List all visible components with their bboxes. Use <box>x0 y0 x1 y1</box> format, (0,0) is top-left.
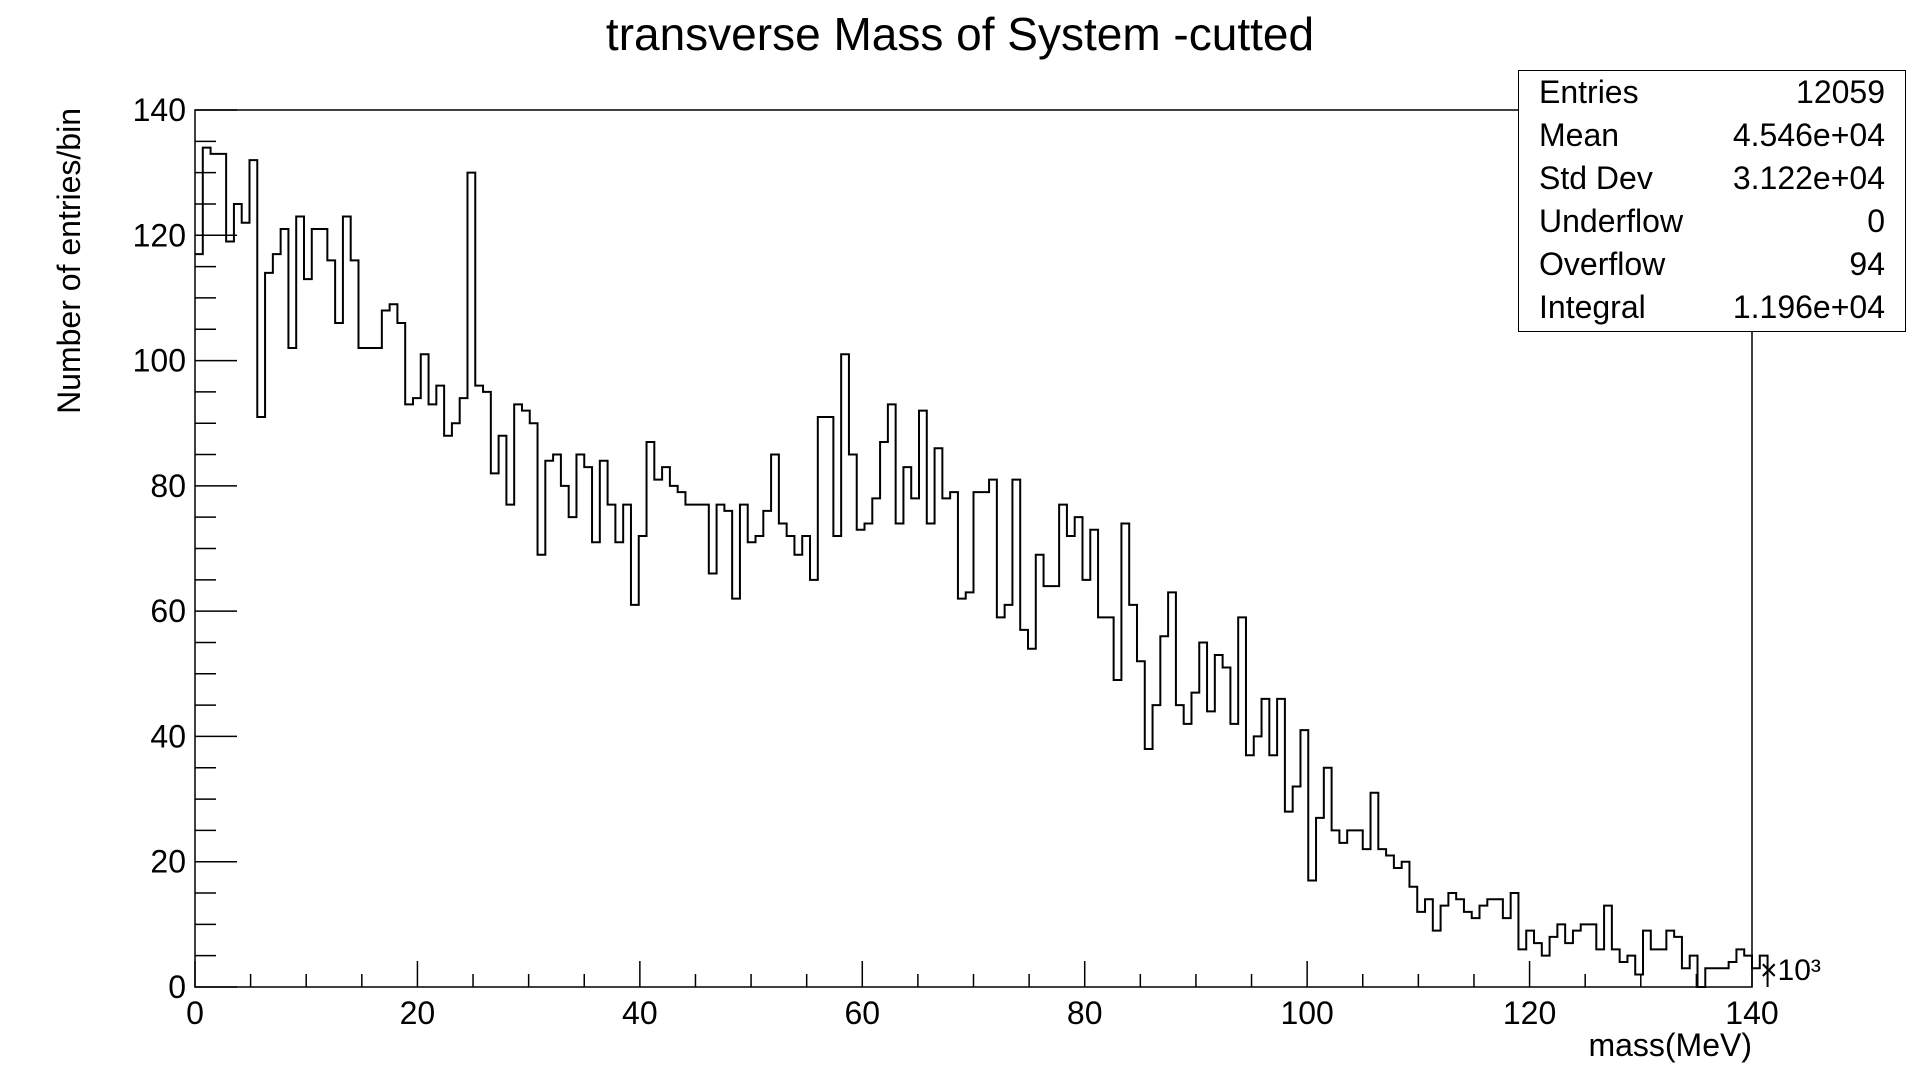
stats-label: Integral <box>1539 289 1646 325</box>
y-tick-label: 20 <box>150 844 186 880</box>
stats-value: 4.546e+04 <box>1732 117 1885 153</box>
y-tick-label: 80 <box>150 468 186 504</box>
x-tick-label: 100 <box>1280 995 1333 1031</box>
x-multiplier-label: ×10³ <box>1760 954 1821 987</box>
stats-row-underflow: Underflow 0 <box>1519 203 1905 246</box>
stats-value: 3.122e+04 <box>1732 160 1885 196</box>
x-axis-ticks: 0 20 40 60 80 100 120 140 <box>186 961 1779 1031</box>
y-tick-label: 0 <box>168 969 186 1005</box>
stats-row-stddev: Std Dev 3.122e+04 <box>1519 160 1905 203</box>
stats-label: Entries <box>1539 74 1639 110</box>
stats-label: Mean <box>1539 117 1620 153</box>
stats-row-overflow: Overflow 94 <box>1519 246 1905 289</box>
stats-value: 1.196e+04 <box>1732 289 1885 325</box>
chart-title: transverse Mass of System -cutted <box>606 8 1314 60</box>
y-tick-label: 60 <box>150 593 186 629</box>
stats-value: 0 <box>1867 203 1885 239</box>
stats-row-integral: Integral 1.196e+04 <box>1519 289 1905 332</box>
x-tick-label: 120 <box>1503 995 1556 1031</box>
y-tick-label: 100 <box>133 343 186 379</box>
y-axis-label: Number of entries/bin <box>51 108 87 414</box>
stats-label: Underflow <box>1539 203 1684 239</box>
x-tick-label: 40 <box>622 995 658 1031</box>
x-tick-label: 140 <box>1725 995 1778 1031</box>
histogram-line <box>195 146 1769 988</box>
stats-row-entries: Entries 12059 <box>1519 74 1905 117</box>
x-tick-label: 0 <box>186 995 204 1031</box>
x-tick-label: 20 <box>400 995 436 1031</box>
stats-row-mean: Mean 4.546e+04 <box>1519 117 1905 160</box>
x-tick-label: 60 <box>844 995 880 1031</box>
x-tick-label: 80 <box>1067 995 1103 1031</box>
stats-label: Overflow <box>1539 246 1666 282</box>
stats-box: Entries 12059 Mean 4.546e+04 Std Dev 3.1… <box>1518 70 1906 332</box>
y-tick-label: 120 <box>133 217 186 253</box>
stats-value: 12059 <box>1796 74 1885 110</box>
y-axis-ticks: 0 20 40 60 80 100 120 140 <box>133 92 237 1005</box>
y-tick-label: 140 <box>133 92 186 128</box>
stats-value: 94 <box>1849 246 1885 282</box>
stats-label: Std Dev <box>1539 160 1653 196</box>
y-tick-label: 40 <box>150 718 186 754</box>
x-axis-label: mass(MeV) <box>1588 1027 1752 1063</box>
